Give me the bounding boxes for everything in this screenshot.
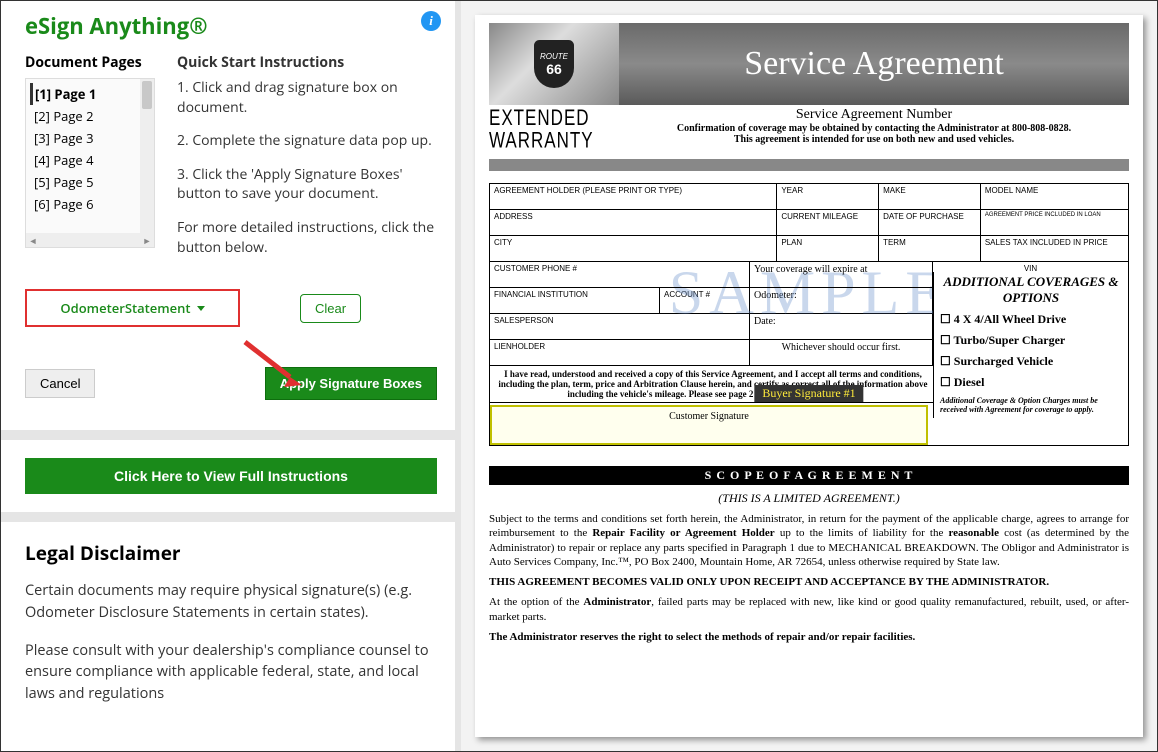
page-list-item[interactable]: [4] Page 4 xyxy=(30,149,150,171)
clear-button[interactable]: Clear xyxy=(300,294,361,323)
limited-agreement-note: (THIS IS A LIMITED AGREEMENT.) xyxy=(489,491,1129,506)
form-label: CURRENT MILEAGE xyxy=(777,210,879,235)
signature-box[interactable]: Customer Signature xyxy=(490,405,928,445)
app-title: eSign Anything® xyxy=(25,11,437,41)
instruction-step: 2. Complete the signature data pop up. xyxy=(177,131,437,151)
form-label: ADDRESS xyxy=(490,210,777,235)
legal-text: Certain documents may require physical s… xyxy=(25,580,437,624)
form-label: FINANCIAL INSTITUTION xyxy=(490,288,660,313)
form-label: SALESPERSON xyxy=(490,314,750,339)
signature-caption: Customer Signature xyxy=(492,411,926,422)
logo-text: ROUTE xyxy=(540,52,568,61)
form-label: MAKE xyxy=(879,184,981,209)
signature-type-dropdown[interactable]: OdometerStatement xyxy=(25,289,240,327)
chevron-down-icon xyxy=(197,306,205,311)
form-label: TERM xyxy=(879,236,981,261)
form-label: ACCOUNT # xyxy=(660,288,750,313)
page-list-item[interactable]: [3] Page 3 xyxy=(30,127,150,149)
page-list-item[interactable]: [2] Page 2 xyxy=(30,105,150,127)
brand-logo: ROUTE 66 xyxy=(489,23,619,105)
scrollbar-horizontal[interactable]: ◄► xyxy=(26,233,154,247)
document-page[interactable]: ROUTE 66 Service Agreement EXTENDED WARR… xyxy=(475,15,1143,737)
body-paragraph: THIS AGREEMENT BECOMES VALID ONLY UPON R… xyxy=(489,575,1129,589)
legal-text: Please consult with your dealership's co… xyxy=(25,640,437,705)
form-label: AGREEMENT HOLDER (PLEASE PRINT OR TYPE) xyxy=(490,184,777,209)
agreement-form-table: SAMPLE AGREEMENT HOLDER (PLEASE PRINT OR… xyxy=(489,183,1129,446)
options-heading: ADDITIONAL COVERAGES & OPTIONS xyxy=(940,274,1122,306)
form-label: Odometer: xyxy=(750,288,933,313)
logo-text: 66 xyxy=(546,61,562,77)
dropdown-label: OdometerStatement xyxy=(60,299,190,317)
separator-bar xyxy=(489,159,1129,171)
body-paragraph: The Administrator reserves the right to … xyxy=(489,630,1129,644)
form-label: PLAN xyxy=(777,236,879,261)
legal-disclaimer-section: Legal Disclaimer Certain documents may r… xyxy=(25,540,437,705)
coverage-option: Turbo/Super Charger xyxy=(940,333,1122,348)
scrollbar-vertical[interactable] xyxy=(140,79,154,233)
agreement-number-label: Service Agreement Number xyxy=(619,107,1129,123)
options-fineprint: Additional Coverage & Option Charges mus… xyxy=(940,396,1122,414)
page-list-item[interactable]: [5] Page 5 xyxy=(30,171,150,193)
left-panel: i eSign Anything® Document Pages [1] Pag… xyxy=(1,1,461,751)
info-icon[interactable]: i xyxy=(421,11,441,31)
form-label: YEAR xyxy=(777,184,879,209)
signature-marker[interactable]: Buyer Signature #1 xyxy=(754,385,863,402)
form-label: CITY xyxy=(490,236,777,261)
additional-coverages-box: ADDITIONAL COVERAGES & OPTIONS 4 X 4/All… xyxy=(933,272,1128,418)
extended-warranty-label: EXTENDED WARRANTY xyxy=(489,107,619,156)
form-label: Date: xyxy=(750,314,933,339)
page-list-item[interactable]: [6] Page 6 xyxy=(30,193,150,215)
apply-signature-boxes-button[interactable]: Apply Signature Boxes xyxy=(265,367,437,400)
form-label: Your coverage will expire at xyxy=(750,262,933,287)
form-label: Whichever should occur first. xyxy=(750,340,933,365)
instruction-step: 1. Click and drag signature box on docum… xyxy=(177,78,437,117)
body-paragraph: At the option of the Administrator, fail… xyxy=(489,595,1129,624)
section-divider xyxy=(1,430,455,440)
agreement-number-area: Service Agreement Number Confirmation of… xyxy=(619,107,1129,145)
form-label: SALES TAX INCLUDED IN PRICE xyxy=(981,236,1128,261)
ext-text: WARRANTY xyxy=(489,129,619,151)
pages-heading: Document Pages xyxy=(25,53,155,72)
ext-text: EXTENDED xyxy=(489,107,619,129)
form-label: LIENHOLDER xyxy=(490,340,750,365)
scope-heading: S C O P E O F A G R E E M E N T xyxy=(489,466,1129,485)
page-list-item[interactable]: [1] Page 1 xyxy=(30,83,150,105)
instruction-step: 3. Click the 'Apply Signature Boxes' but… xyxy=(177,165,437,204)
section-divider xyxy=(1,512,455,522)
view-full-instructions-button[interactable]: Click Here to View Full Instructions xyxy=(25,458,437,494)
coverage-option: Diesel xyxy=(940,375,1122,390)
form-label: MODEL NAME xyxy=(981,184,1128,209)
instructions-heading: Quick Start Instructions xyxy=(177,53,437,72)
form-label: CUSTOMER PHONE # xyxy=(490,262,750,287)
page-list: [1] Page 1[2] Page 2[3] Page 3[4] Page 4… xyxy=(25,78,155,248)
confirmation-text: Confirmation of coverage may be obtained… xyxy=(619,123,1129,134)
body-paragraph: Subject to the terms and conditions set … xyxy=(489,512,1129,569)
form-label: AGREEMENT PRICE INCLUDED IN LOAN xyxy=(981,210,1128,235)
document-title: Service Agreement xyxy=(619,23,1129,105)
legal-heading: Legal Disclaimer xyxy=(25,540,437,566)
coverage-option: 4 X 4/All Wheel Drive xyxy=(940,312,1122,327)
instruction-more: For more detailed instructions, click th… xyxy=(177,218,437,257)
coverage-option: Surcharged Vehicle xyxy=(940,354,1122,369)
cancel-button[interactable]: Cancel xyxy=(25,369,95,398)
document-preview-panel: ROUTE 66 Service Agreement EXTENDED WARR… xyxy=(461,1,1157,751)
confirmation-text: This agreement is intended for use on bo… xyxy=(619,134,1129,145)
form-label: DATE OF PURCHASE xyxy=(879,210,981,235)
